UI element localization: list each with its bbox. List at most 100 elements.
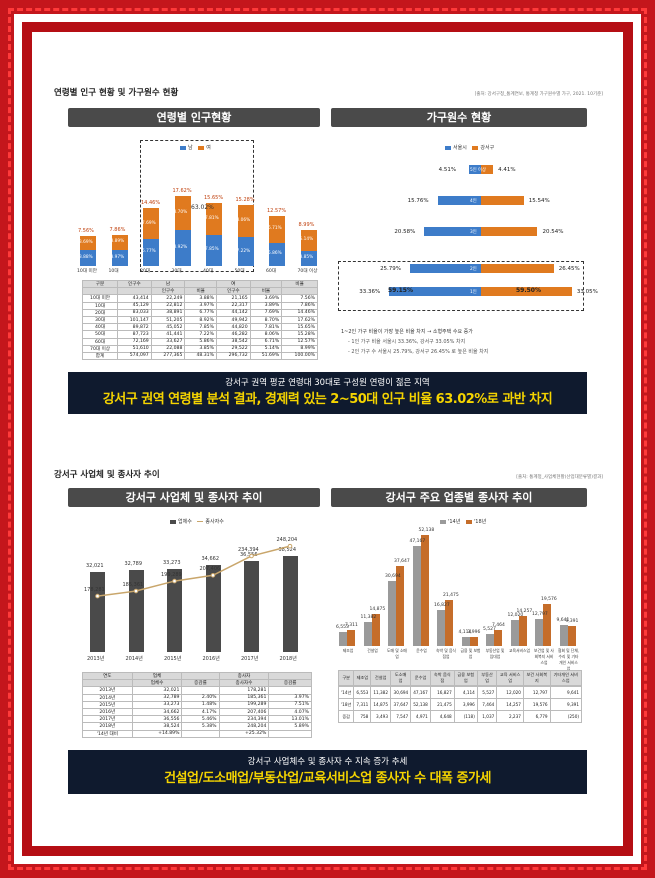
table-row: 50대 87,723 41,441 7.22% 46,282 8.06% 15.28%: [81, 330, 318, 339]
table-cell: 2,237: [496, 710, 524, 723]
age-bar-female: [80, 235, 96, 251]
table-cell: 45,052: [150, 323, 186, 332]
employee-value-label: 185,361: [122, 582, 144, 589]
table-header-cell: [81, 287, 119, 296]
table-cell: 22,249: [150, 294, 186, 303]
employee-line-svg: [95, 543, 293, 599]
employee-point: [287, 543, 293, 549]
industry-2018-label: 7,311: [345, 623, 358, 629]
table-header-cell: 남: [150, 279, 186, 289]
table-header-cell: 업체수: [131, 679, 183, 688]
employee-value-label: 178,281: [84, 587, 105, 594]
table-header-cell: [117, 287, 152, 296]
table-header-cell: [281, 287, 318, 296]
industry-category-label: 도매 및 소매업: [387, 648, 407, 659]
industry-2014-label: 30,694: [385, 573, 401, 579]
table-cell: 10대: [81, 301, 119, 310]
employee-value-label: 207,406: [199, 566, 221, 573]
hh-bar-seoul: [468, 165, 481, 174]
table-cell: 32,021: [131, 686, 183, 695]
table-cell: 7.85%: [184, 323, 217, 332]
table-cell: 87,723: [117, 330, 152, 339]
age-total-label: 17.62%: [172, 187, 192, 194]
age-category-label: 40대: [203, 269, 214, 274]
table-row: 20대 83,033 38,891 6.77% 44,142 7.69% 14.46%: [81, 308, 318, 317]
table-row: 2015년 33,273 1.48% 199,289 7.51%: [82, 700, 312, 709]
table-cell: 37,647: [389, 698, 412, 711]
table-cell: '18년: [337, 698, 355, 711]
age-bar-male: [269, 242, 285, 266]
table-cell: [268, 729, 312, 738]
hh-gangseo-label: 15.54%: [528, 198, 550, 204]
table-header-cell: 기타개인 서비스업: [549, 670, 583, 686]
age-total-label: 14.46%: [141, 200, 161, 207]
table-cell: 3.88%: [184, 294, 217, 303]
table-header-cell: [82, 679, 133, 688]
table-cell: 22,812: [150, 301, 186, 310]
age-category-label: 30대: [171, 269, 182, 274]
header-business-trend: 강서구 사업체 및 종사자 추이: [68, 488, 320, 507]
industry-category-label: 교육서비스업: [509, 648, 530, 653]
table-cell: 44,820: [215, 323, 251, 332]
hh-gangseo-label: 4.41%: [498, 167, 516, 173]
table-cell: 51,610: [117, 344, 152, 353]
age-bar-male: [80, 250, 96, 266]
table-cell: 22,088: [150, 344, 186, 353]
table-cell: 4.07%: [268, 707, 312, 717]
table-row: '14년 대비 +14.89% +25.32%: [82, 729, 312, 738]
hh-bar-seoul: [389, 287, 481, 296]
industry-2018-label: 37,647: [394, 558, 410, 564]
industry-bar-2014: [339, 632, 347, 646]
industry-bar-2018: [396, 565, 404, 646]
hh-bar-seoul: [424, 227, 481, 236]
age-male-label: 5.86%: [268, 251, 282, 257]
table-header-cell: [181, 671, 220, 681]
table-cell: 5.89%: [268, 722, 312, 731]
hh-category-label: 3인: [470, 230, 477, 235]
industry-2014-label: 12,020: [507, 613, 524, 619]
table-cell: 70대 이상: [81, 344, 119, 353]
age-bar-female: [174, 195, 191, 231]
table-cell: 60대: [81, 337, 119, 346]
industry-2018-label: 3,996: [467, 630, 481, 636]
table-cell: 248,204: [218, 722, 270, 731]
hh-seoul-label: 15.76%: [407, 198, 429, 204]
table-cell: 12,797: [522, 686, 551, 699]
table-cell: 3.97%: [184, 301, 217, 310]
age-category-label: 10대 미만: [77, 269, 97, 274]
table-cell: 46,282: [215, 330, 251, 339]
business-bar: [167, 568, 182, 652]
table-cell: 33,627: [150, 337, 186, 346]
highlight-box-20-50s: [140, 140, 254, 272]
hh-seoul-label: 4.51%: [438, 167, 457, 173]
table-cell: 21,475: [429, 698, 455, 711]
industry-bar-2014: [461, 637, 470, 646]
age-total-label: 12.57%: [267, 207, 287, 214]
table-row: '14년 6,553 11,382 30,694 47,167 16,827 4,114 5,…: [337, 686, 583, 699]
business-bar: [90, 571, 105, 652]
hh-bar-gangseo: [481, 227, 538, 236]
table-cell: 2017년: [82, 715, 133, 724]
table-cell: 234,394: [218, 715, 270, 724]
table-cell: 296,732: [215, 351, 251, 361]
table-cell: 6,553: [353, 686, 372, 699]
table-cell: 10대 미만: [81, 294, 119, 303]
table-header-cell: 종사자: [218, 671, 270, 681]
table-row: 30대 101,147 51,205 8.92% 49,942 8.70% 17.62%: [81, 315, 318, 325]
table-cell: 4,648: [429, 710, 455, 723]
source-note-top: [출처: 강서구청_통계연보, 통계청 가구원수별 가구, 2021. 10기준…: [474, 92, 603, 97]
table-cell: 199,289: [218, 700, 270, 709]
table-header-cell: 여: [215, 279, 251, 289]
table-header-cell: 구분: [81, 279, 119, 289]
age-bar-male: [300, 250, 317, 266]
employee-value-label: 234,394: [238, 547, 259, 553]
table-header-cell: 비율: [249, 287, 283, 296]
highlight-box-1-2-person: [338, 261, 584, 311]
table-header-cell: 종사자수: [218, 679, 270, 688]
age-bar-male: [111, 250, 128, 266]
industry-2018-label: 14,875: [369, 607, 386, 613]
table-cell: +25.32%: [218, 729, 270, 738]
industry-bar-2018: [347, 630, 355, 646]
business-legend: 업체수 종사자수: [166, 518, 224, 525]
table-cell: 33,273: [131, 700, 183, 709]
